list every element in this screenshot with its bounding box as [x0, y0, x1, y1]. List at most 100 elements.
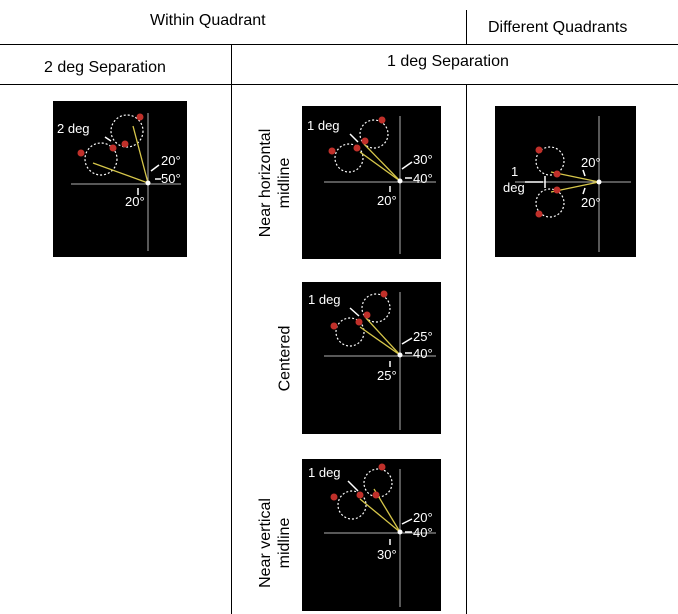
stimulus-circle-right: [110, 114, 144, 148]
target-dot: [356, 491, 364, 499]
angle-label: 40°: [413, 525, 433, 540]
rule-vertical-top: [466, 10, 467, 45]
target-dot: [328, 147, 336, 155]
row-label-near-horizontal-line1: Near horizontal: [257, 128, 274, 238]
eccentricity-line-left: [359, 498, 401, 533]
target-dot: [535, 210, 543, 218]
separation-arrow: [349, 307, 360, 317]
angle-label: 40°: [413, 171, 433, 186]
panel-centered-svg: 1 deg 25° 40° 25°: [302, 282, 441, 434]
separation-label-line1: 1: [511, 164, 518, 179]
panel-centered: 1 deg 25° 40° 25°: [302, 282, 441, 434]
angle-label: 25°: [377, 368, 397, 383]
panel-background: [53, 101, 187, 257]
target-dot: [109, 144, 117, 152]
target-dot: [121, 140, 129, 148]
header-different-quadrants: Different Quadrants: [488, 19, 628, 36]
eccentricity-line-left: [92, 162, 149, 184]
angle-arrow: [150, 164, 160, 172]
row-label-near-horizontal-line2: midline: [276, 157, 293, 209]
angle-arrow: [582, 169, 586, 177]
panel-2deg-separation: 2 deg 20° 50° 20°: [53, 101, 187, 257]
separation-arrow: [347, 480, 359, 492]
stimulus-circle-lower: [535, 188, 565, 218]
panel-near-vertical-svg: 1 deg 20° 40° 30°: [302, 459, 441, 611]
eccentricity-line-right: [132, 125, 149, 184]
stimulus-circle-upper: [535, 146, 565, 176]
eccentricity-line-left: [359, 326, 401, 356]
separation-label-line2: deg: [503, 180, 525, 195]
target-dot: [378, 463, 386, 471]
panel-different-svg: 1 deg 20° 20°: [495, 106, 636, 257]
fixation-point: [397, 529, 403, 535]
target-dot: [355, 318, 363, 326]
row-label-near-vertical: Near vertical midline: [256, 473, 294, 613]
angle-label: 50°: [161, 171, 181, 186]
eccentricity-line-right: [363, 143, 401, 182]
rule-vertical-left: [231, 45, 232, 614]
target-dot: [378, 116, 386, 124]
stimulus-circle-left: [335, 317, 365, 347]
target-dot: [330, 493, 338, 501]
fixation-point: [145, 180, 151, 186]
target-dot: [372, 491, 380, 499]
panel-different-quadrants: 1 deg 20° 20°: [495, 106, 636, 257]
fixation-point: [397, 352, 403, 358]
rule-header-bottom: [0, 84, 678, 85]
angle-arrow: [401, 337, 413, 345]
separation-arrow: [104, 136, 112, 142]
angle-label: 30°: [413, 152, 433, 167]
angle-arrow: [582, 187, 586, 195]
panel-background: [302, 459, 441, 611]
stimulus-circle-left: [337, 490, 367, 520]
target-dot: [353, 144, 361, 152]
header-2deg-separation: 2 deg Separation: [44, 59, 166, 76]
stimulus-circle-left: [84, 142, 118, 176]
target-dot: [361, 137, 369, 145]
angle-arrow: [401, 161, 413, 170]
angle-label: 25°: [413, 329, 433, 344]
row-label-near-horizontal: Near horizontal midline: [256, 113, 294, 253]
separation-arrow: [349, 133, 359, 143]
panel-background: [302, 282, 441, 434]
angle-label: 40°: [413, 346, 433, 361]
angle-label: 20°: [125, 194, 145, 209]
target-dot: [553, 186, 561, 194]
eccentricity-line-right: [365, 317, 401, 356]
target-dot: [136, 113, 144, 121]
fixation-point: [397, 178, 403, 184]
rule-vertical-right: [466, 84, 467, 614]
stimulus-circle-left: [334, 143, 364, 173]
panel-near-horizontal: 1 deg 30° 40° 20°: [302, 106, 441, 259]
row-label-near-vertical-line1: Near vertical: [257, 498, 274, 588]
eccentricity-line-left: [359, 151, 401, 182]
angle-label: 20°: [581, 195, 601, 210]
stimulus-circle-right: [361, 293, 391, 323]
separation-label: 1 deg: [308, 292, 341, 307]
angle-label: 20°: [413, 510, 433, 525]
row-label-centered: Centered: [276, 309, 295, 409]
panel-near-vertical: 1 deg 20° 40° 30°: [302, 459, 441, 611]
header-within-quadrant: Within Quadrant: [150, 12, 266, 29]
panel-2deg-svg: 2 deg 20° 50° 20°: [53, 101, 187, 257]
target-dot: [535, 146, 543, 154]
angle-label: 20°: [581, 155, 601, 170]
stimulus-circle-right: [359, 119, 389, 149]
angle-arrow: [401, 518, 413, 525]
panel-near-horizontal-svg: 1 deg 30° 40° 20°: [302, 106, 441, 259]
target-dot: [330, 322, 338, 330]
target-dot: [380, 290, 388, 298]
target-dot: [77, 149, 85, 157]
target-dot: [553, 170, 561, 178]
fixation-point: [596, 179, 602, 185]
angle-label: 30°: [377, 547, 397, 562]
header-1deg-separation: 1 deg Separation: [387, 53, 509, 70]
separation-label: 1 deg: [307, 118, 340, 133]
separation-label: 2 deg: [57, 121, 90, 136]
angle-label: 20°: [161, 153, 181, 168]
row-label-near-vertical-line2: midline: [276, 517, 293, 569]
rule-header-top: [0, 44, 678, 45]
angle-label: 20°: [377, 193, 397, 208]
row-label-centered-text: Centered: [276, 325, 294, 392]
separation-label: 1 deg: [308, 465, 341, 480]
